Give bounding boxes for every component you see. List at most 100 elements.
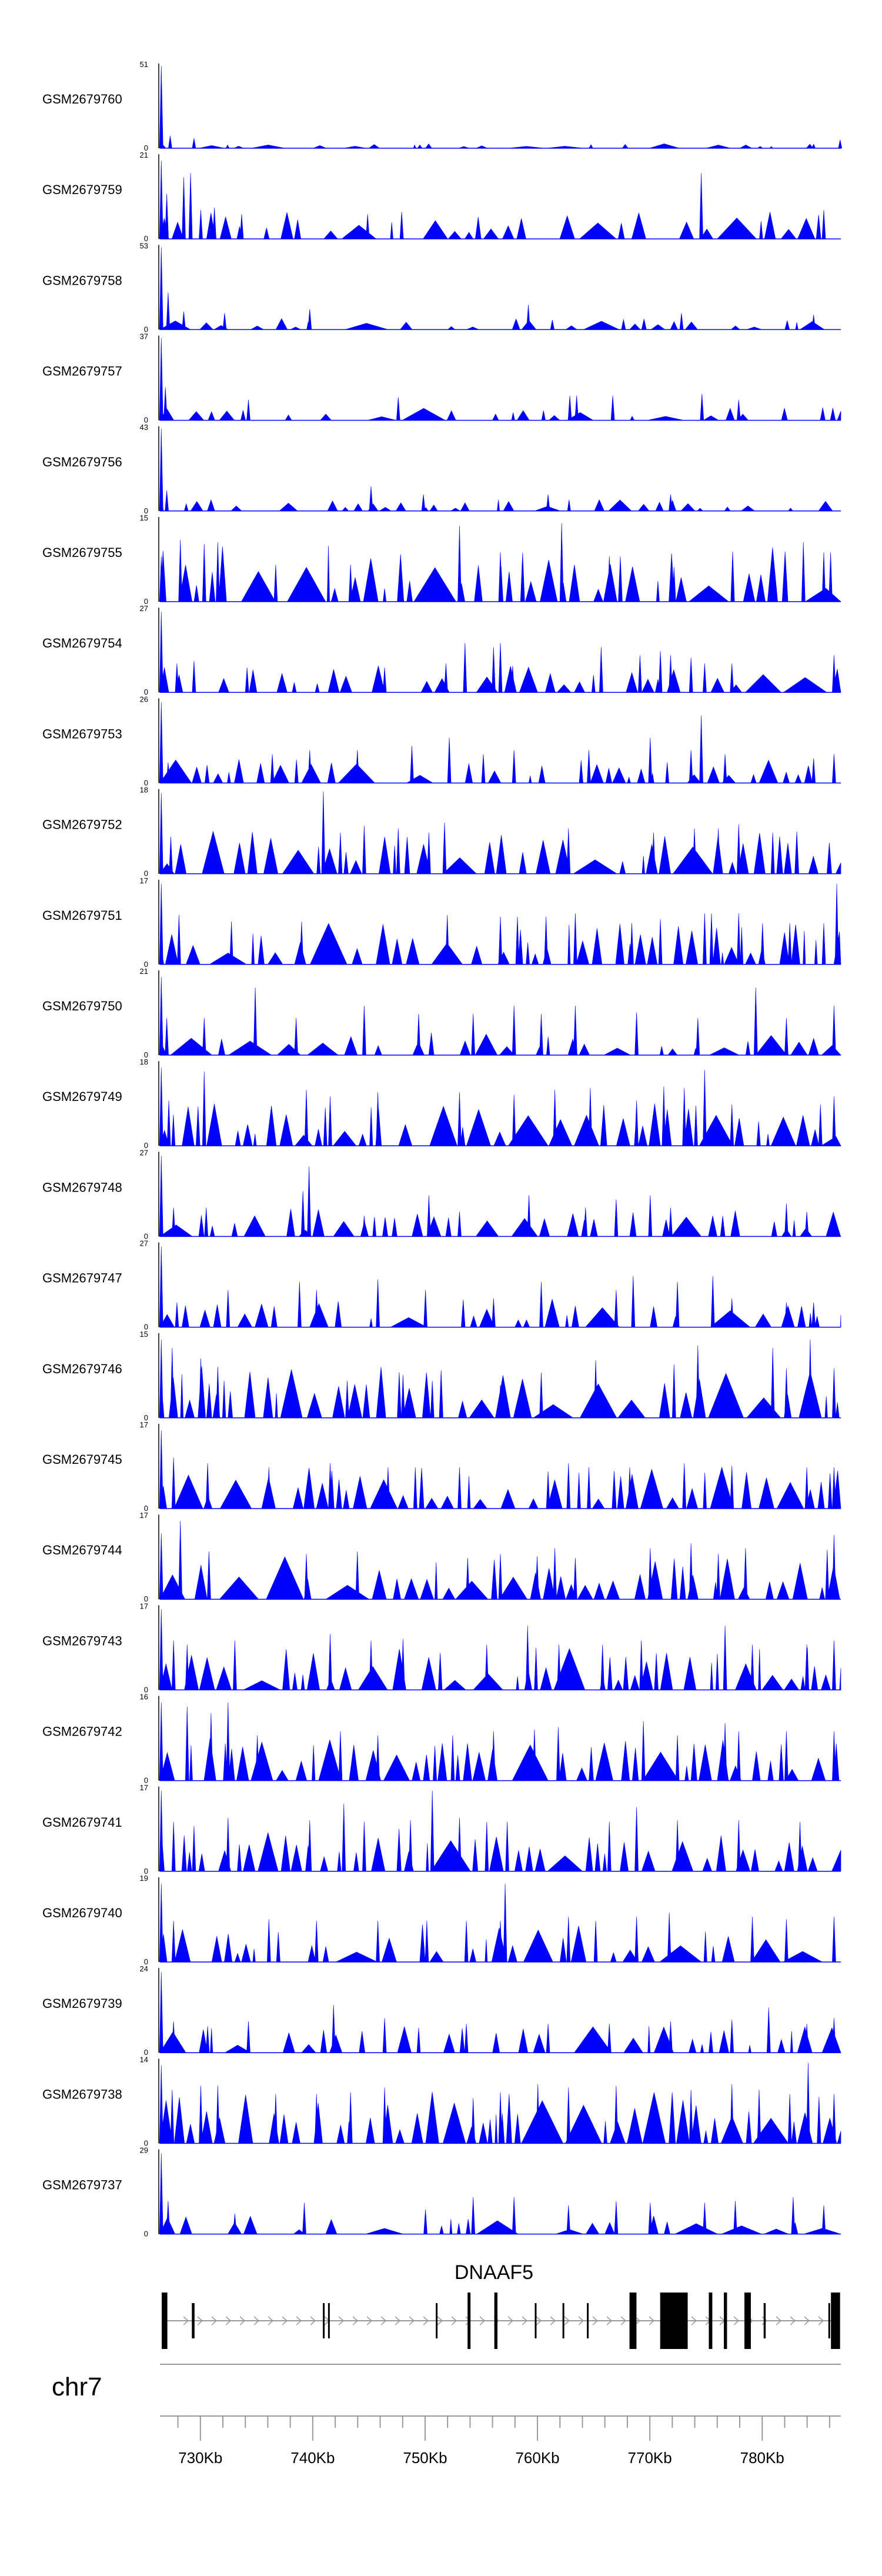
strand-arrow bbox=[691, 2316, 697, 2325]
exon-block bbox=[192, 2303, 195, 2338]
strand-arrow bbox=[310, 2316, 316, 2325]
coverage-area bbox=[159, 1156, 841, 1237]
axis-tick-label: 730Kb bbox=[178, 2449, 222, 2467]
track-name-label: GSM2679745 bbox=[42, 1452, 122, 1467]
track-name-label: GSM2679742 bbox=[42, 1724, 122, 1739]
strand-arrow bbox=[761, 2316, 768, 2325]
coverage-area bbox=[159, 1971, 841, 2053]
track-ymax-label: 43 bbox=[140, 423, 148, 432]
strand-arrow bbox=[282, 2316, 288, 2325]
exon-block bbox=[660, 2293, 688, 2349]
strand-arrow bbox=[183, 2316, 189, 2325]
coverage-track: GSM2679749 18 0 bbox=[42, 1057, 841, 1150]
exon-block bbox=[828, 2303, 830, 2338]
exon-block bbox=[724, 2293, 727, 2349]
coverage-track: GSM2679743 17 0 bbox=[42, 1601, 841, 1694]
track-ymin-label: 0 bbox=[144, 1050, 148, 1059]
track-ymin-label: 0 bbox=[144, 144, 148, 152]
coverage-track: GSM2679759 21 0 bbox=[42, 151, 841, 243]
coverage-track: GSM2679746 15 0 bbox=[42, 1330, 841, 1422]
coverage-tracks: GSM2679760510GSM2679759210GSM2679758530G… bbox=[42, 60, 843, 2238]
coverage-area bbox=[159, 1067, 841, 1146]
coverage-area bbox=[159, 428, 833, 512]
strand-arrow bbox=[818, 2316, 824, 2325]
track-ymax-label: 17 bbox=[140, 1511, 148, 1520]
track-ymin-label: 0 bbox=[144, 1141, 148, 1150]
strand-arrow bbox=[776, 2316, 782, 2325]
coverage-track: GSM2679740 19 0 bbox=[42, 1874, 841, 1966]
exon-block bbox=[744, 2293, 751, 2349]
coverage-track: GSM2679757 37 0 bbox=[42, 332, 841, 425]
track-ymin-label: 0 bbox=[144, 325, 148, 333]
chromosome-label: chr7 bbox=[52, 2373, 102, 2401]
strand-arrow bbox=[423, 2316, 429, 2325]
track-name-label: GSM2679760 bbox=[42, 92, 122, 106]
track-ymax-label: 17 bbox=[140, 1601, 148, 1610]
exon-block bbox=[436, 2303, 438, 2338]
track-ymax-label: 29 bbox=[140, 2146, 148, 2155]
gene-model-track: DNAAF5 bbox=[162, 2261, 840, 2349]
track-ymin-label: 0 bbox=[144, 1594, 148, 1603]
track-name-label: GSM2679740 bbox=[42, 1906, 122, 1920]
genome-axis: chr7 730Kb 740Kb 750Kb 760Kb 770Kb 780Kb bbox=[52, 2364, 841, 2467]
coverage-area bbox=[159, 1609, 841, 1690]
strand-arrow bbox=[239, 2316, 246, 2325]
track-ymax-label: 27 bbox=[140, 1239, 148, 1248]
exon-block bbox=[587, 2303, 589, 2338]
strand-arrow bbox=[649, 2316, 655, 2325]
track-name-label: GSM2679743 bbox=[42, 1633, 122, 1648]
track-ymin-label: 0 bbox=[144, 2230, 148, 2238]
track-name-label: GSM2679738 bbox=[42, 2087, 122, 2101]
coverage-track: GSM2679760 51 0 bbox=[42, 60, 843, 152]
gene-name-label: DNAAF5 bbox=[455, 2261, 533, 2284]
track-ymin-label: 0 bbox=[144, 416, 148, 425]
coverage-track: GSM2679745 17 0 bbox=[42, 1420, 841, 1513]
track-ymax-label: 21 bbox=[140, 151, 148, 159]
strand-arrow bbox=[592, 2316, 599, 2325]
coverage-track: GSM2679756 43 0 bbox=[42, 423, 841, 515]
track-name-label: GSM2679750 bbox=[42, 999, 122, 1013]
coverage-area bbox=[159, 611, 841, 693]
strand-arrow bbox=[564, 2316, 570, 2325]
strand-arrow bbox=[338, 2316, 345, 2325]
strand-arrow bbox=[804, 2316, 810, 2325]
track-ymin-label: 0 bbox=[144, 1957, 148, 1966]
track-ymax-label: 16 bbox=[140, 1693, 148, 1701]
track-ymax-label: 17 bbox=[140, 1420, 148, 1429]
track-ymax-label: 18 bbox=[140, 786, 148, 795]
coverage-area bbox=[159, 2063, 841, 2144]
track-ymax-label: 17 bbox=[140, 1783, 148, 1792]
track-name-label: GSM2679739 bbox=[42, 1996, 122, 2011]
coverage-area bbox=[159, 2153, 841, 2234]
coverage-track: GSM2679741 17 0 bbox=[42, 1783, 841, 1876]
strand-arrow bbox=[578, 2316, 584, 2325]
strand-arrow bbox=[479, 2316, 486, 2325]
track-ymax-label: 53 bbox=[140, 241, 148, 250]
strand-arrow bbox=[409, 2316, 415, 2325]
coverage-track: GSM2679755 15 0 bbox=[42, 513, 841, 606]
coverage-area bbox=[159, 1702, 840, 1781]
track-name-label: GSM2679749 bbox=[42, 1089, 122, 1104]
track-ymin-label: 0 bbox=[144, 1685, 148, 1694]
strand-arrow bbox=[733, 2316, 740, 2325]
axis-tick-label: 740Kb bbox=[290, 2449, 335, 2467]
track-name-label: GSM2679755 bbox=[42, 545, 122, 560]
exon-block bbox=[629, 2293, 637, 2349]
track-name-label: GSM2679759 bbox=[42, 182, 122, 197]
coverage-track: GSM2679754 27 0 bbox=[42, 604, 841, 696]
track-ymin-label: 0 bbox=[144, 688, 148, 696]
strand-arrow bbox=[352, 2316, 359, 2325]
track-name-label: GSM2679737 bbox=[42, 2178, 122, 2193]
track-name-label: GSM2679748 bbox=[42, 1180, 122, 1194]
coverage-track: GSM2679747 27 0 bbox=[42, 1239, 841, 1332]
track-name-label: GSM2679746 bbox=[42, 1362, 122, 1376]
track-ymin-label: 0 bbox=[144, 1776, 148, 1785]
exon-block bbox=[328, 2303, 330, 2338]
track-ymin-label: 0 bbox=[144, 1867, 148, 1876]
coverage-area bbox=[159, 1430, 841, 1509]
coverage-track: GSM2679737 29 0 bbox=[42, 2146, 841, 2238]
track-name-label: GSM2679741 bbox=[42, 1815, 122, 1830]
coverage-track: GSM2679742 16 0 bbox=[42, 1693, 841, 1785]
track-ymin-label: 0 bbox=[144, 1504, 148, 1513]
